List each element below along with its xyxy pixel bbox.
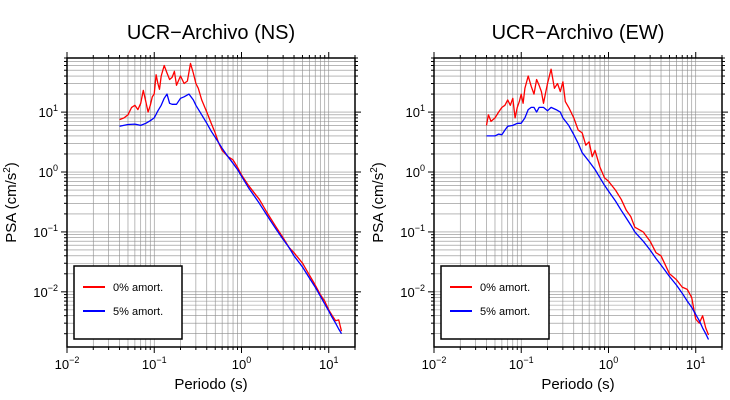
x-tick-label: 101 [686, 355, 705, 372]
chart-panel-ew: UCR−Archivo (EW) 10−2 10−1 100 101 10−2 10−1 1… [369, 22, 728, 393]
x-axis-label: Periodo (s) [174, 376, 247, 393]
x-tick-label: 100 [599, 355, 618, 372]
plot-frame [66, 57, 356, 348]
x-tick-label: 101 [319, 355, 338, 372]
legend-box [440, 265, 550, 340]
y-tick-label: 101 [406, 103, 425, 120]
y-tick-label: 100 [406, 163, 425, 180]
y-axis-label: PSA (cm/s2) [2, 162, 20, 243]
series-line-undamped [485, 68, 710, 336]
legend-box [73, 265, 183, 340]
y-axis-label: PSA (cm/s2) [369, 162, 387, 243]
y-tick-label: 100 [39, 163, 58, 180]
legend-label: 0% amort. [113, 282, 163, 294]
legend-label: 5% amort. [480, 306, 530, 318]
y-tick-label: 10−1 [33, 223, 58, 240]
axis-ticks [428, 52, 728, 353]
y-tick-label: 10−2 [400, 283, 425, 300]
y-tick-label: 10−1 [400, 223, 425, 240]
legend: 0% amort. 5% amort. [73, 265, 183, 340]
axis-ticks [61, 52, 361, 353]
legend-label: 0% amort. [480, 282, 530, 294]
chart-title: UCR−Archivo (NS) [127, 22, 295, 44]
x-tick-label: 10−1 [509, 355, 534, 372]
legend-label: 5% amort. [113, 306, 163, 318]
chart-panel-ns: UCR−Archivo (NS) 10−2 10−1 100 101 10−2 10−1 1… [2, 22, 361, 393]
chart-title: UCR−Archivo (EW) [492, 22, 665, 44]
series-line-damped [486, 106, 710, 340]
series-line-damped [119, 93, 343, 335]
series-line-undamped [119, 62, 343, 332]
x-tick-label: 10−2 [422, 355, 447, 372]
y-tick-label: 101 [39, 103, 58, 120]
x-tick-label: 10−1 [142, 355, 167, 372]
x-tick-label: 100 [232, 355, 251, 372]
legend: 0% amort. 5% amort. [440, 265, 550, 340]
plot-frame [433, 57, 723, 348]
x-tick-label: 10−2 [55, 355, 80, 372]
y-tick-label: 10−2 [33, 283, 58, 300]
x-axis-label: Periodo (s) [541, 376, 614, 393]
